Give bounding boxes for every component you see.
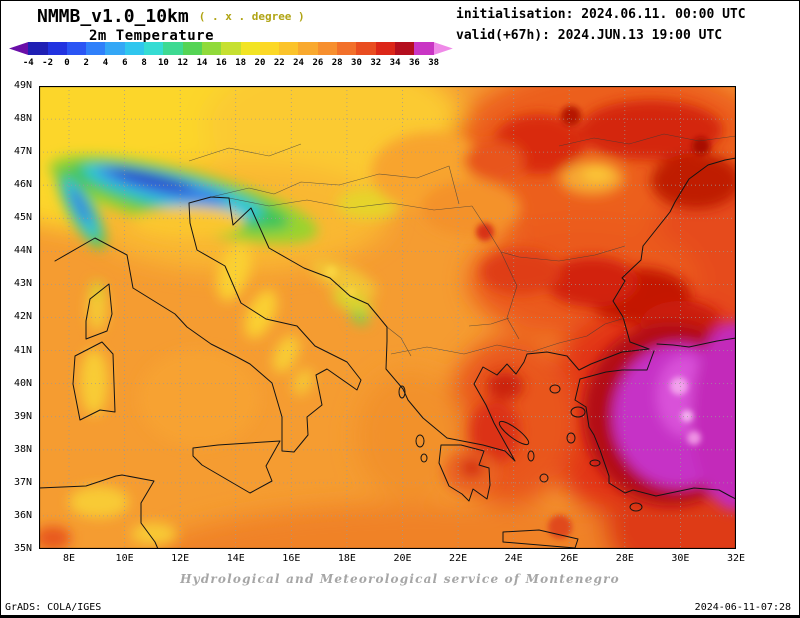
lon-label: 28E (615, 553, 634, 564)
colorbar-label: 30 (351, 58, 362, 68)
colorbar-label: -4 (22, 58, 34, 68)
colorbar-label: 36 (408, 58, 420, 68)
lon-label: 10E (115, 553, 134, 564)
colorbar-cell (47, 42, 67, 55)
coastlines (39, 157, 736, 549)
colorbar-label: 8 (141, 58, 147, 68)
colorbar-label: 2 (83, 58, 89, 68)
service-credit: Hydrological and Meteorological service … (180, 572, 620, 586)
colorbar-cell (66, 42, 87, 55)
map-svg (39, 86, 736, 549)
colorbar-cell (221, 42, 241, 55)
lon-label: 14E (226, 553, 245, 564)
colorbar-cell (279, 42, 299, 55)
lon-label: 22E (449, 553, 468, 564)
lat-label: 44N (13, 245, 32, 257)
colorbar-label: 18 (235, 58, 247, 68)
colorbar-cell (86, 42, 106, 55)
colorbar-cell (337, 42, 357, 55)
colorbar-label: 26 (312, 58, 324, 68)
model-name: NMMB_v1.0_10km (37, 6, 189, 27)
model-resolution-note: ( . x . degree ) (198, 10, 305, 23)
colorbar-label: 22 (273, 58, 285, 68)
colorbar-cell (201, 42, 222, 55)
colorbar-label: 0 (64, 58, 70, 68)
colorbar-cell (9, 42, 29, 55)
colorbar-cell (375, 42, 395, 55)
lon-label: 24E (504, 553, 523, 564)
colorbar-label: 24 (293, 58, 304, 68)
page-title: NMMB_v1.0_10km ( . x . degree ) (37, 6, 305, 27)
colorbar-cell (105, 42, 125, 55)
lat-label: 38N (13, 443, 32, 455)
colorbar-cell (163, 42, 183, 55)
valid-time-label: valid(+67h): 2024.JUN.13 19:00 UTC (456, 28, 723, 43)
colorbar-cell (144, 42, 164, 55)
colorbar-cell (240, 42, 260, 55)
initialisation-label: initialisation: 2024.06.11. 00:00 UTC (456, 7, 746, 22)
colorbar-cell (433, 42, 453, 55)
colorbar-label: 14 (196, 58, 208, 68)
colorbar-label: 20 (254, 58, 266, 68)
colorbar-cell (124, 42, 145, 55)
colorbar-label: 4 (102, 58, 109, 68)
colorbar-label: 16 (215, 58, 227, 68)
lat-label: 37N (13, 476, 32, 488)
lat-label: 46N (13, 179, 32, 191)
colorbar-cell (28, 42, 48, 55)
lon-label: 26E (560, 553, 579, 564)
lon-label: 18E (337, 553, 356, 564)
lat-label: 39N (13, 410, 32, 422)
colorbar-label: 6 (122, 58, 128, 68)
lat-label: 43N (13, 278, 32, 290)
lat-axis: 49N 48N 47N 46N 45N 44N 43N 42N 41N 40N 39N 38N 37N 3… (1, 80, 35, 554)
colorbar-cell (182, 42, 202, 55)
lat-label: 42N (13, 311, 32, 323)
graticule-gridlines (39, 86, 736, 549)
colorbar-cell (259, 42, 280, 55)
colorbar-label: 32 (370, 58, 382, 68)
lon-label: 30E (671, 553, 690, 564)
colorbar-label: -2 (42, 58, 54, 68)
variable-title: 2m Temperature (89, 28, 215, 44)
lat-label: 47N (13, 146, 32, 158)
colorbar-cell (298, 42, 318, 55)
lon-label: 12E (171, 553, 190, 564)
lon-label: 8E (62, 553, 76, 564)
lat-label: 40N (13, 377, 32, 389)
colorbar-label: 10 (158, 58, 169, 68)
colorbar (9, 42, 453, 55)
lat-label: 41N (13, 344, 32, 356)
lat-label: 35N (13, 542, 32, 554)
lat-label: 45N (13, 212, 32, 224)
lat-label: 49N (13, 80, 32, 91)
colorbar-cell (317, 42, 338, 55)
map-plot (39, 86, 736, 549)
lat-label: 48N (13, 113, 32, 125)
grads-credit: GrADS: COLA/IGES (5, 602, 102, 613)
colorbar-label: 34 (389, 58, 401, 68)
colorbar-labels: -4 -2 0 2 4 6 8 10 12 14 16 18 20 22 24 26 28 30 32 34 36 38 (9, 58, 453, 70)
colorbar-label: 12 (177, 58, 189, 68)
colorbar-cell (394, 42, 415, 55)
colorbar-cell (356, 42, 376, 55)
map-frame (39, 86, 736, 549)
colorbar-label: 38 (428, 58, 440, 68)
lon-label: 16E (282, 553, 301, 564)
colorbar-cell (414, 42, 434, 55)
lon-axis: 8E 10E 12E 14E 16E 18E 20E 22E 24E 26E 28E 30E 32E (39, 553, 749, 567)
creation-timestamp: 2024-06-11-07:28 (694, 602, 791, 613)
lon-label: 32E (726, 553, 746, 564)
country-borders (188, 133, 736, 357)
lat-label: 36N (13, 509, 32, 521)
lon-label: 20E (393, 553, 412, 564)
colorbar-label: 28 (331, 58, 343, 68)
